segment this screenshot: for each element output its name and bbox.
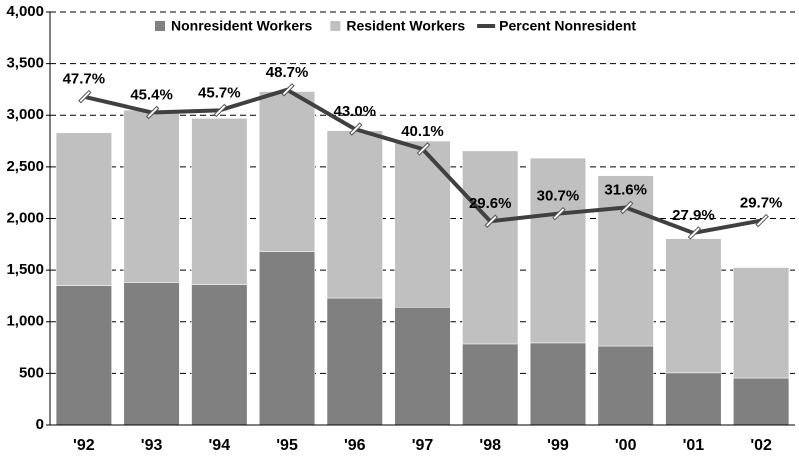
bar-segment xyxy=(55,285,112,426)
line-marker xyxy=(755,213,769,228)
x-tick-label: '01 xyxy=(683,437,705,454)
data-label: 27.9% xyxy=(672,207,715,224)
bar-segment xyxy=(597,175,654,347)
line-marker xyxy=(687,226,702,240)
line-marker xyxy=(213,103,228,118)
bar-segment xyxy=(191,284,248,426)
data-label: 45.4% xyxy=(130,86,173,103)
bar-segment xyxy=(462,343,519,426)
line-marker xyxy=(484,214,498,228)
bar-segment xyxy=(326,297,383,426)
bar-segment xyxy=(665,238,722,374)
bar-segment xyxy=(665,372,722,426)
x-tick-label: '00 xyxy=(615,437,637,454)
x-tick-label: '99 xyxy=(547,437,569,454)
legend-box xyxy=(145,15,750,37)
y-tick-label: 500 xyxy=(19,364,44,381)
line-marker xyxy=(78,89,92,104)
bar-segment xyxy=(394,307,451,426)
bar-segment xyxy=(259,251,316,426)
data-label: 45.7% xyxy=(198,84,241,101)
y-tick-label: 3,000 xyxy=(6,106,44,123)
bar-segment xyxy=(394,140,451,308)
bar-segment xyxy=(123,282,180,426)
line-marker xyxy=(552,206,566,221)
x-tick-label: '94 xyxy=(209,437,231,454)
bar-segment xyxy=(55,132,112,286)
line-marker xyxy=(281,83,295,97)
legend-label: Nonresident Workers xyxy=(171,18,313,34)
data-label: 47.7% xyxy=(63,71,106,88)
y-tick-label: 2,500 xyxy=(6,158,44,175)
data-label: 30.7% xyxy=(537,188,580,205)
bar-segment xyxy=(259,91,316,252)
x-tick-label: '96 xyxy=(344,437,366,454)
x-tick-label: '92 xyxy=(73,437,95,454)
bar-segment xyxy=(123,109,180,283)
legend-label: Resident Workers xyxy=(346,18,465,34)
bar-segment xyxy=(191,118,248,285)
y-tick-label: 0 xyxy=(36,416,44,433)
legend-swatch xyxy=(155,21,165,31)
data-label: 48.7% xyxy=(266,64,309,81)
x-tick-label: '98 xyxy=(479,437,501,454)
data-label: 43.0% xyxy=(333,103,376,120)
bar-segment xyxy=(529,342,586,426)
y-tick-label: 1,000 xyxy=(6,313,44,330)
bar-segment xyxy=(529,157,586,344)
y-tick-label: 2,000 xyxy=(6,209,44,226)
x-tick-label: '02 xyxy=(750,437,772,454)
line-marker xyxy=(619,200,634,215)
x-tick-label: '95 xyxy=(276,437,298,454)
data-label: 31.6% xyxy=(604,181,647,198)
bar-segment xyxy=(326,130,383,299)
data-label: 29.6% xyxy=(469,195,512,212)
y-tick-label: 1,500 xyxy=(6,261,44,278)
line-marker xyxy=(349,122,363,136)
line-marker xyxy=(145,105,160,120)
bar-segment xyxy=(733,267,790,379)
y-tick-label: 4,000 xyxy=(6,3,44,20)
x-tick-label: '93 xyxy=(141,437,163,454)
line-marker xyxy=(416,142,431,156)
legend-swatch xyxy=(330,21,341,31)
bar-segment xyxy=(733,377,790,426)
bar-segment xyxy=(597,345,654,426)
data-label: 40.1% xyxy=(401,123,444,140)
y-tick-label: 3,500 xyxy=(6,55,44,72)
legend: Nonresident Workers Resident Workers Perce… xyxy=(145,15,750,37)
legend-label: Percent Nonresident xyxy=(499,18,636,34)
x-tick-label: '97 xyxy=(412,437,434,454)
data-label: 29.7% xyxy=(740,195,783,212)
bar-segment xyxy=(462,150,519,345)
